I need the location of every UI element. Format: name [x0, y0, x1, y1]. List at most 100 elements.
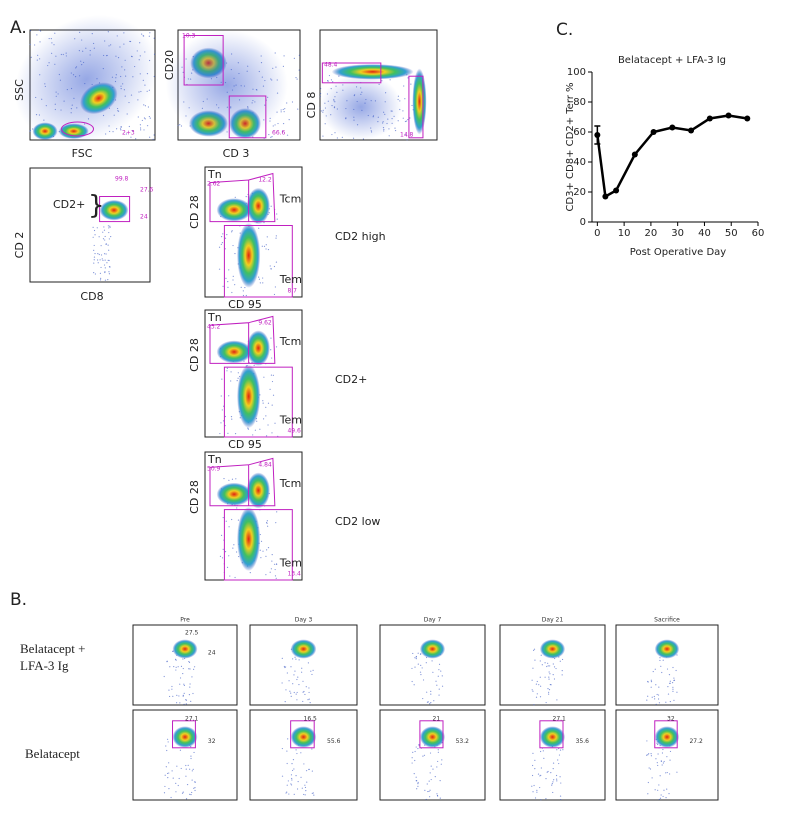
event-dot: [180, 125, 183, 127]
axis-label: CD 95: [228, 438, 262, 451]
gate-value: 27.2: [689, 738, 703, 745]
gate: [223, 225, 293, 298]
event-dot: [104, 267, 106, 269]
event-dot: [181, 792, 184, 794]
event-dot: [283, 55, 285, 57]
event-dot: [167, 741, 169, 743]
event-dot: [237, 372, 239, 374]
event-dot: [404, 120, 407, 123]
gate-value: 53.2: [456, 738, 470, 745]
flow-plots: [14, 15, 719, 801]
event-dot: [189, 683, 191, 685]
event-dot: [302, 700, 304, 703]
event-dot: [108, 249, 110, 251]
event-dot: [275, 577, 277, 579]
event-dot: [540, 750, 542, 753]
gate-value: 21: [433, 716, 441, 723]
event-dot: [224, 551, 227, 553]
event-dot: [411, 762, 413, 764]
event-dot: [438, 688, 440, 690]
event-dot: [328, 74, 331, 77]
plot-frame: [615, 624, 719, 706]
event-dot: [102, 231, 104, 233]
event-dot: [270, 374, 273, 376]
event-dot: [654, 668, 656, 670]
event-dot: [548, 689, 551, 691]
event-dot: [192, 692, 194, 695]
y-tick-label: 80: [573, 97, 586, 108]
event-dot: [669, 750, 672, 753]
event-dot: [437, 760, 439, 763]
event-dot: [188, 661, 191, 663]
event-dot: [422, 697, 424, 700]
event-dot: [148, 35, 150, 37]
event-dot: [556, 778, 558, 780]
axis-label: CD 28: [188, 480, 201, 514]
event-dot: [97, 262, 99, 264]
event-dot: [428, 790, 430, 793]
event-dot: [185, 768, 187, 770]
event-dot: [92, 226, 94, 228]
y-tick-label: 0: [580, 217, 586, 228]
side-label: CD2 high: [335, 230, 386, 243]
line-chart: 0 20 40 60 80 100 0 10 20 30 40 50 60 Belatacept + LF…: [565, 55, 764, 258]
event-dot: [550, 772, 552, 774]
gate-value: 24: [140, 214, 148, 221]
event-dot: [532, 690, 534, 692]
event-dot: [266, 549, 268, 551]
event-dot: [291, 101, 294, 103]
event-dot: [293, 57, 295, 59]
event-dot: [146, 125, 149, 127]
density-blob: [290, 639, 317, 659]
gate-value: 27.1: [553, 716, 567, 723]
event-dot: [169, 666, 171, 668]
data-point: [688, 127, 695, 134]
event-dot: [414, 750, 416, 753]
event-dot: [180, 767, 182, 770]
event-dot: [265, 521, 268, 524]
event-dot: [417, 747, 419, 750]
plot-frame: [29, 167, 151, 283]
event-dot: [104, 239, 106, 241]
event-dot: [228, 479, 230, 481]
x-tick-label: 60: [752, 228, 765, 239]
population-label: Tcm: [279, 193, 302, 206]
density-blob: [320, 74, 402, 140]
event-dot: [292, 658, 294, 660]
axis-label: CD8: [80, 290, 103, 303]
event-dot: [293, 691, 295, 694]
event-dot: [658, 798, 660, 801]
event-dot: [260, 540, 263, 542]
event-dot: [440, 763, 442, 765]
event-dot: [97, 253, 99, 255]
event-dot: [275, 261, 278, 263]
event-dot: [549, 665, 551, 667]
event-dot: [561, 670, 563, 672]
event-dot: [221, 378, 223, 380]
gate-value: 32: [208, 738, 216, 745]
event-dot: [29, 129, 31, 132]
event-dot: [277, 122, 279, 125]
event-dot: [422, 755, 424, 757]
event-dot: [303, 793, 305, 796]
event-dot: [100, 277, 102, 279]
event-dot: [266, 522, 268, 524]
event-dot: [410, 83, 412, 85]
event-dot: [265, 574, 267, 576]
event-dot: [109, 226, 111, 228]
event-dot: [141, 119, 143, 122]
event-dot: [545, 798, 547, 800]
event-dot: [673, 679, 676, 681]
event-dot: [540, 685, 542, 687]
gate-value: 13.4: [287, 571, 301, 578]
event-dot: [320, 87, 322, 90]
event-dot: [179, 677, 182, 679]
column-label: Pre: [180, 617, 190, 624]
density-blob: [216, 198, 252, 222]
event-dot: [298, 683, 300, 686]
event-dot: [220, 422, 222, 424]
row-label: Belatacept: [25, 746, 80, 761]
event-dot: [437, 675, 439, 677]
event-dot: [312, 669, 314, 672]
event-dot: [102, 259, 104, 261]
